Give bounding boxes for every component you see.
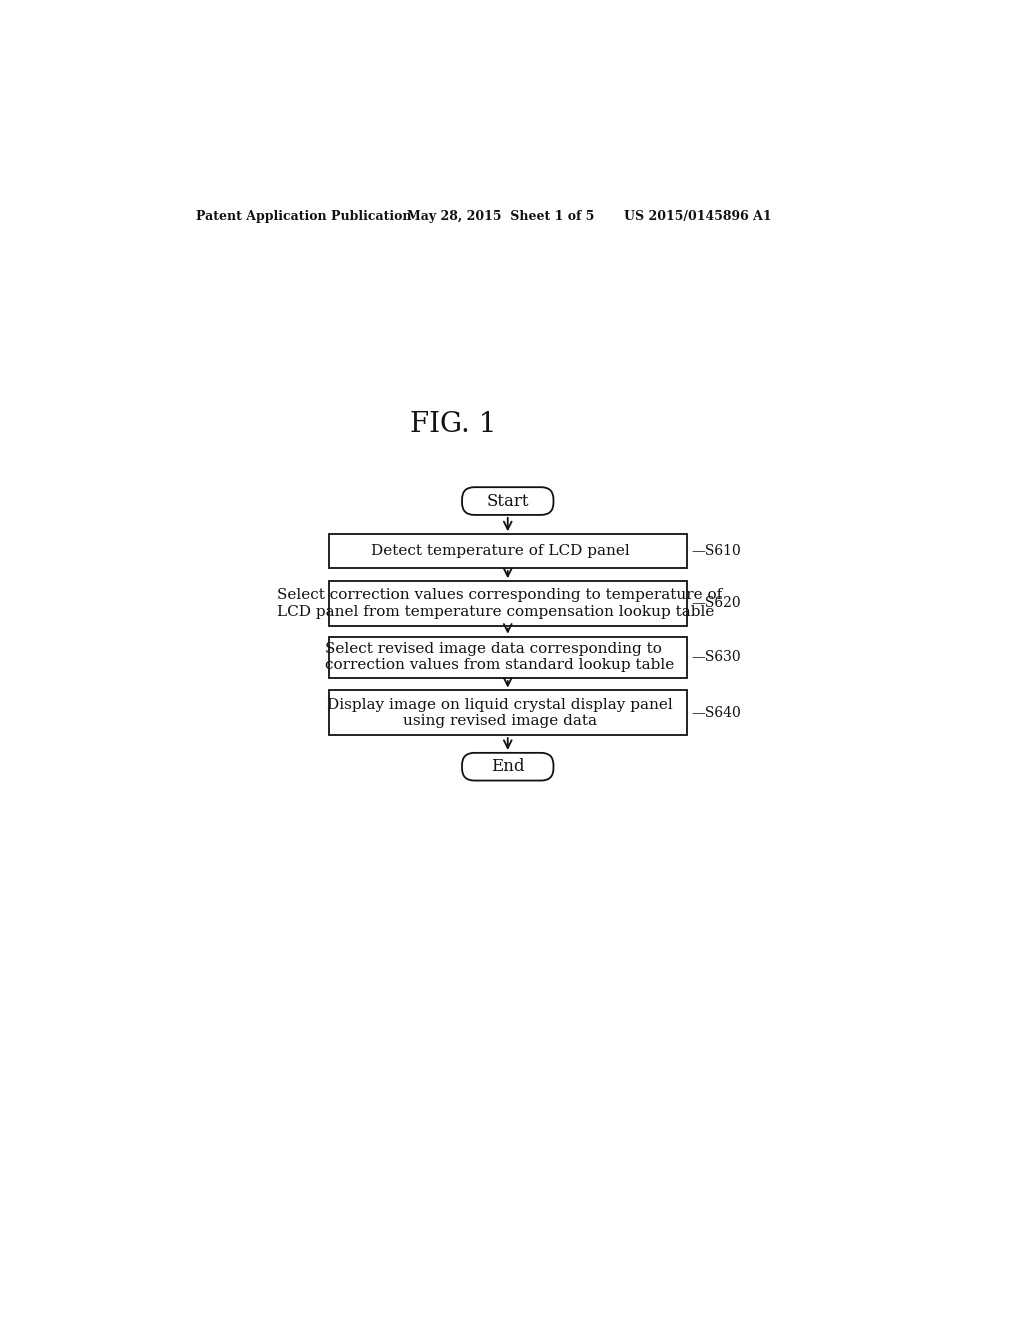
Text: US 2015/0145896 A1: US 2015/0145896 A1: [624, 210, 772, 223]
Text: Select revised image data corresponding to
correction values from standard looku: Select revised image data corresponding …: [326, 643, 675, 672]
Text: —S630: —S630: [691, 651, 741, 664]
Text: —S640: —S640: [691, 706, 741, 719]
Bar: [329, 581, 687, 626]
Text: —S610: —S610: [691, 544, 741, 558]
Text: End: End: [490, 758, 524, 775]
Text: Select correction values corresponding to temperature of
LCD panel from temperat: Select correction values corresponding t…: [278, 589, 723, 619]
Text: May 28, 2015  Sheet 1 of 5: May 28, 2015 Sheet 1 of 5: [407, 210, 594, 223]
FancyBboxPatch shape: [462, 487, 554, 515]
FancyBboxPatch shape: [462, 752, 554, 780]
Bar: [329, 535, 687, 568]
Text: Detect temperature of LCD panel: Detect temperature of LCD panel: [371, 544, 630, 558]
Text: FIG. 1: FIG. 1: [411, 411, 497, 437]
Bar: [329, 636, 687, 678]
Bar: [329, 690, 687, 735]
Text: Start: Start: [486, 492, 529, 510]
Text: —S620: —S620: [691, 597, 741, 610]
Text: Patent Application Publication: Patent Application Publication: [197, 210, 412, 223]
Text: Display image on liquid crystal display panel
using revised image data: Display image on liquid crystal display …: [327, 698, 673, 727]
